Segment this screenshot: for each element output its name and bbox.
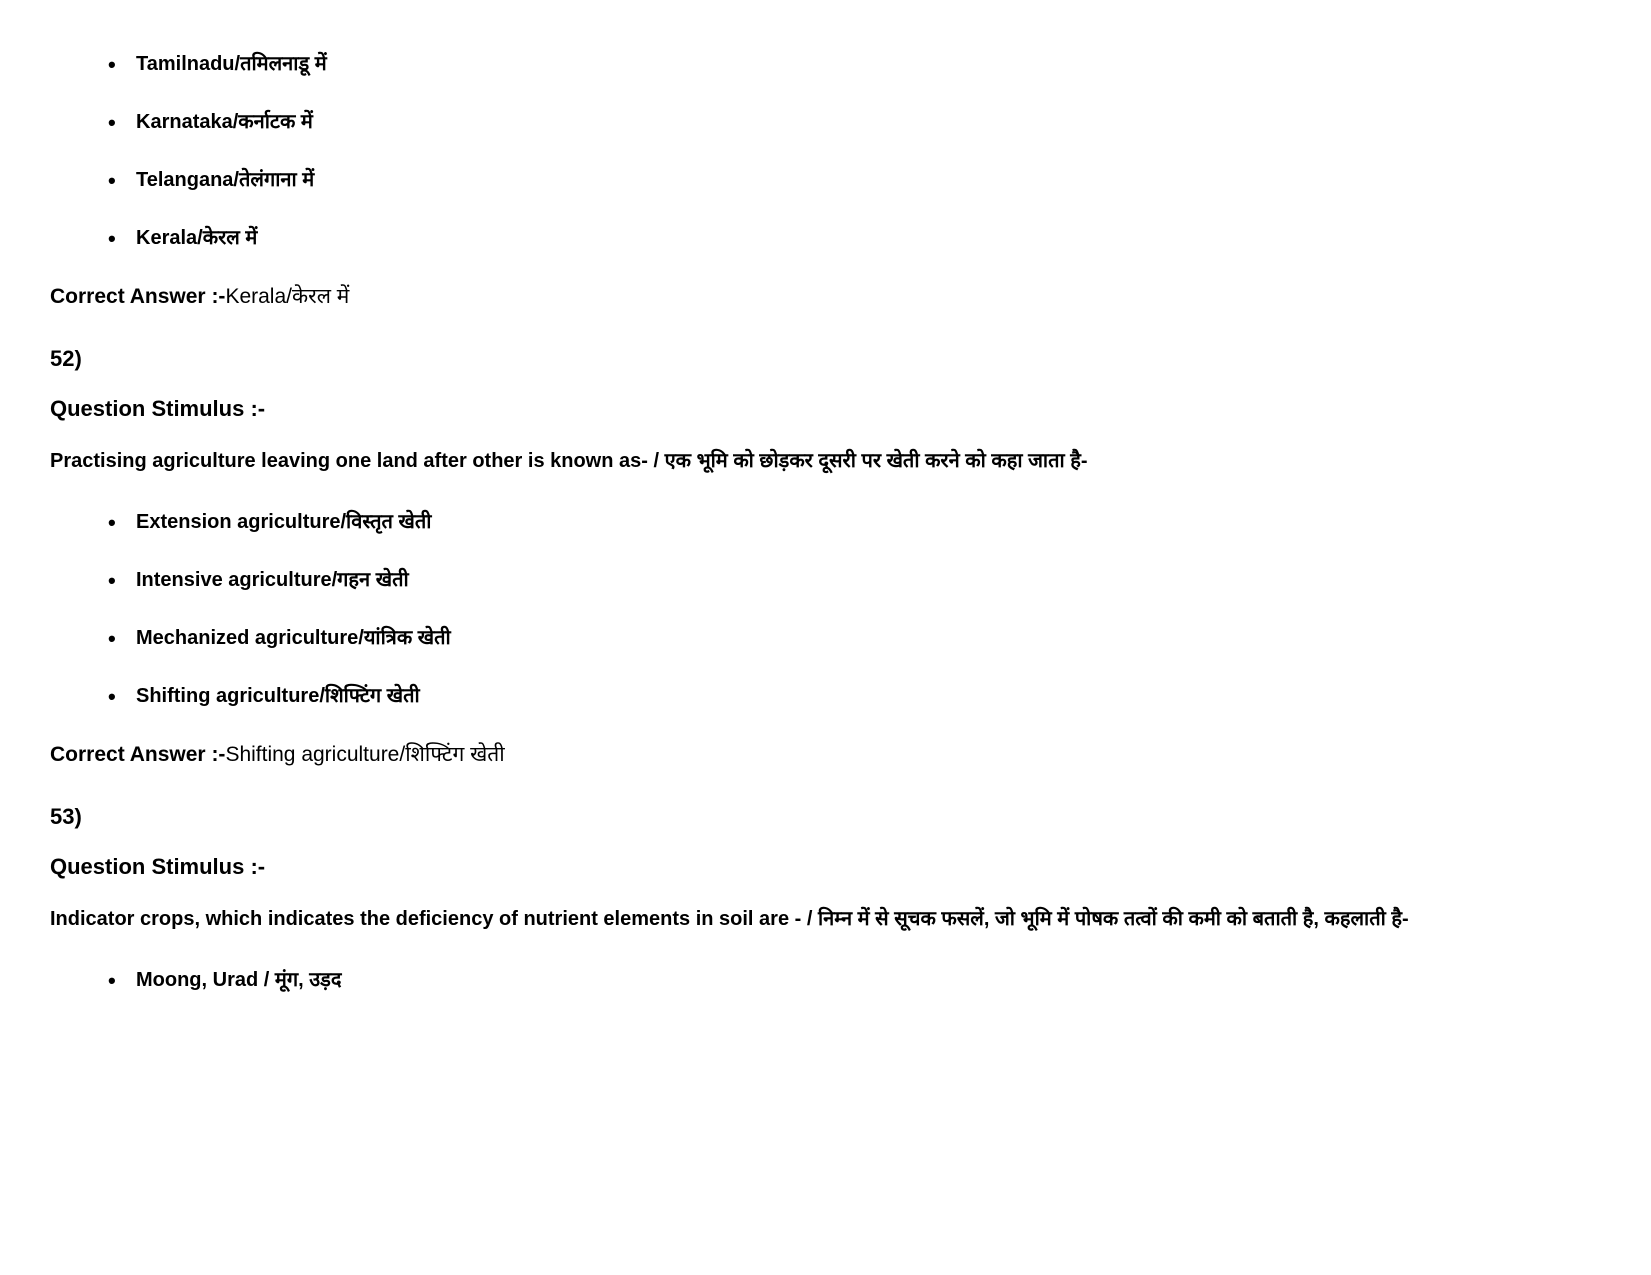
q51-correct-answer: Correct Answer :-Kerala/केरल में [50, 282, 1601, 310]
question-text: Indicator crops, which indicates the def… [50, 904, 1601, 934]
question-number: 53) [50, 804, 1601, 830]
correct-answer-value: Kerala/केरल में [225, 285, 349, 308]
list-item: Intensive agriculture/गहन खेती [136, 566, 1601, 594]
question-53-block: 53) Question Stimulus :- Indicator crops… [50, 804, 1601, 994]
list-item: Mechanized agriculture/यांत्रिक खेती [136, 624, 1601, 652]
correct-answer-value: Shifting agriculture/शिफ्टिंग खेती [225, 743, 504, 766]
list-item: Shifting agriculture/शिफ्टिंग खेती [136, 682, 1601, 710]
q53-options: Moong, Urad / मूंग, उड़द [50, 966, 1601, 994]
correct-answer-label: Correct Answer :- [50, 285, 225, 308]
list-item: Extension agriculture/विस्तृत खेती [136, 508, 1601, 536]
list-item: Karnataka/कर्नाटक में [136, 108, 1601, 136]
question-text: Practising agriculture leaving one land … [50, 446, 1601, 476]
list-item: Tamilnadu/तमिलनाडू में [136, 50, 1601, 78]
question-51-block: Tamilnadu/तमिलनाडू में Karnataka/कर्नाटक… [50, 50, 1601, 310]
q52-options: Extension agriculture/विस्तृत खेती Inten… [50, 508, 1601, 710]
list-item: Moong, Urad / मूंग, उड़द [136, 966, 1601, 994]
list-item: Kerala/केरल में [136, 224, 1601, 252]
list-item: Telangana/तेलंगाना में [136, 166, 1601, 194]
question-stimulus-label: Question Stimulus :- [50, 854, 1601, 880]
correct-answer-label: Correct Answer :- [50, 743, 225, 766]
q51-options: Tamilnadu/तमिलनाडू में Karnataka/कर्नाटक… [50, 50, 1601, 252]
question-number: 52) [50, 346, 1601, 372]
question-stimulus-label: Question Stimulus :- [50, 396, 1601, 422]
q52-correct-answer: Correct Answer :-Shifting agriculture/शि… [50, 740, 1601, 768]
question-52-block: 52) Question Stimulus :- Practising agri… [50, 346, 1601, 768]
